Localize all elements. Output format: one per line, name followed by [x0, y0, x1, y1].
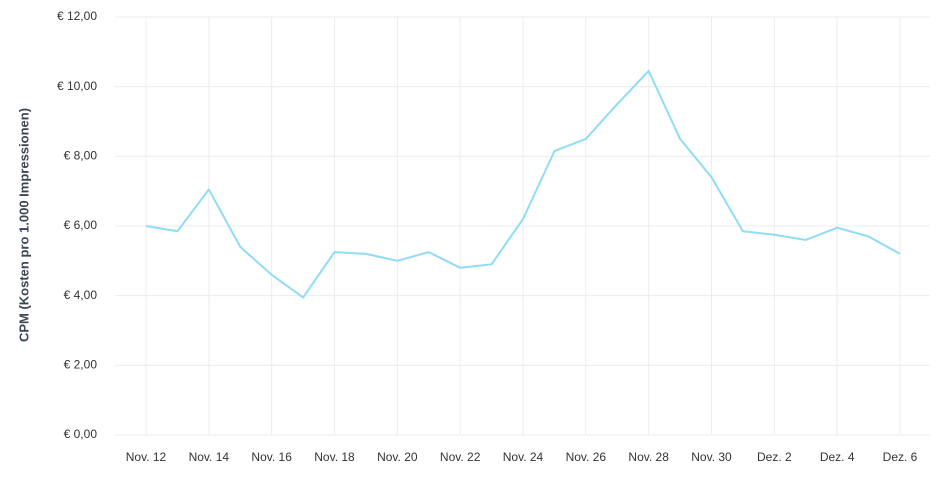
x-tick-label: Nov. 28	[628, 450, 669, 464]
y-tick-label: € 12,00	[57, 9, 97, 23]
x-tick-label: Nov. 30	[691, 450, 732, 464]
x-tick-label: Dez. 4	[820, 450, 855, 464]
x-tick-label: Nov. 16	[251, 450, 292, 464]
x-tick-label: Nov. 24	[503, 450, 544, 464]
y-tick-label: € 8,00	[64, 149, 98, 163]
y-axis-label: CPM (Kosten pro 1.000 Impressionen)	[16, 108, 31, 342]
x-tick-label: Dez. 2	[757, 450, 792, 464]
y-tick-label: € 0,00	[64, 427, 98, 441]
x-tick-label: Nov. 26	[566, 450, 607, 464]
y-tick-label: € 6,00	[64, 218, 98, 232]
x-tick-label: Nov. 14	[189, 450, 230, 464]
y-tick-label: € 4,00	[64, 288, 98, 302]
x-tick-label: Dez. 6	[883, 450, 918, 464]
x-tick-label: Nov. 20	[377, 450, 418, 464]
x-tick-label: Nov. 22	[440, 450, 481, 464]
line	[145, 69, 901, 299]
x-tick-label: Nov. 18	[314, 450, 355, 464]
y-tick-label: € 10,00	[57, 79, 97, 93]
y-tick-label: € 2,00	[64, 358, 98, 372]
x-tick-label: Nov. 12	[126, 450, 167, 464]
